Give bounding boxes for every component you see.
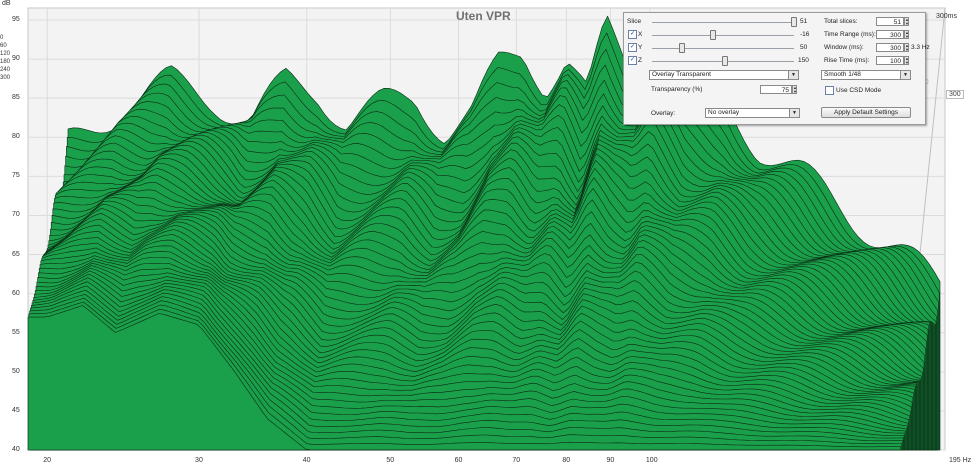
x-tick-label: 30 — [195, 457, 203, 464]
window-frequency: 3.3 Hz — [911, 44, 930, 51]
x-axis-slider-thumb[interactable] — [710, 30, 716, 40]
x-tick-label: 60 — [454, 457, 463, 464]
slice-time-label: 300 — [0, 75, 11, 81]
slice-time-label: 240 — [0, 67, 11, 73]
transparency-input[interactable]: 75 — [760, 85, 792, 94]
slice-time-legend: 0 60 120 180 240 300 — [0, 34, 12, 82]
x-tick-label: 100 — [645, 457, 658, 464]
y-axis-slider-track[interactable] — [652, 48, 794, 49]
slice-time-label: 180 — [0, 59, 11, 65]
smoothing-select[interactable]: Smooth 1/48 ▼ — [821, 70, 911, 80]
x-axis-checkbox[interactable]: ✓ — [628, 30, 637, 39]
y-axis-label: Y — [638, 44, 643, 51]
rise-time-label: Rise Time (ms): — [824, 57, 870, 64]
y-tick-label: 65 — [12, 250, 20, 258]
x-tick-label: 70 — [512, 457, 521, 464]
z-axis-slider-thumb[interactable] — [722, 56, 728, 66]
rise-time-spinner[interactable]: ▲ ▼ — [904, 56, 909, 65]
time-axis-label-boxed: 300 — [946, 90, 964, 99]
slice-label: Slice — [627, 18, 642, 25]
y-tick-label: 50 — [12, 367, 20, 375]
slice-slider-track[interactable] — [652, 22, 794, 23]
chevron-down-icon: ▼ — [788, 71, 798, 79]
waterfall-slices — [27, 15, 941, 451]
x-axis-label: X — [638, 31, 643, 38]
z-axis-label: Z — [638, 57, 642, 64]
y-tick-label: 95 — [12, 16, 20, 23]
y-tick-label: 90 — [12, 55, 20, 63]
overlay-value: No overlay — [708, 109, 740, 116]
transparency-spinner[interactable]: ▲ ▼ — [792, 85, 797, 94]
window-input[interactable]: 300 — [876, 43, 904, 52]
chevron-down-icon: ▼ — [789, 109, 799, 117]
slice-slider-thumb[interactable] — [791, 17, 797, 27]
transparency-label: Transparency (%) — [651, 86, 703, 93]
y-tick-label: 85 — [12, 94, 20, 102]
y-tick-label: 40 — [12, 446, 20, 453]
overlay-label: Overlay: — [651, 110, 676, 117]
y-tick-label: 55 — [12, 328, 20, 336]
time-range-input[interactable]: 300 — [876, 30, 904, 39]
apply-default-settings-button[interactable]: Apply Default Settings — [821, 107, 911, 118]
y-tick-label: 80 — [12, 133, 20, 141]
slice-time-label: 0 — [0, 35, 4, 41]
y-tick-label: 60 — [12, 289, 20, 297]
csd-mode-label: Use CSD Mode — [836, 87, 882, 94]
chart-title: Uten VPR — [456, 9, 511, 23]
y-axis-value: 50 — [800, 44, 808, 51]
waterfall-slice — [27, 305, 901, 451]
y-tick-label: 70 — [12, 211, 20, 219]
y-tick-label: 75 — [12, 172, 20, 180]
y-axis-slider-thumb[interactable] — [679, 43, 685, 53]
time-range-spinner[interactable]: ▲ ▼ — [904, 30, 909, 39]
z-axis-checkbox[interactable]: ✓ — [628, 56, 637, 65]
slice-time-label: 60 — [0, 43, 7, 49]
time-range-label: Time Range (ms): — [824, 31, 876, 38]
overlay-mode-select[interactable]: Overlay Transparent ▼ — [649, 70, 799, 80]
x-axis-value: -16 — [800, 31, 810, 38]
window-spinner[interactable]: ▲ ▼ — [904, 43, 909, 52]
total-slices-label: Total slices: — [824, 18, 858, 25]
x-axis-slider-track[interactable] — [652, 35, 794, 36]
time-axis-label-top: 300ms — [936, 13, 958, 20]
total-slices-spinner[interactable]: ▲ ▼ — [904, 17, 909, 26]
slice-value: 51 — [800, 18, 808, 25]
total-slices-input[interactable]: 51 — [876, 17, 904, 26]
z-axis-value: 150 — [798, 57, 809, 64]
x-tick-label: 90 — [606, 457, 615, 464]
x-tick-label: 40 — [302, 457, 311, 464]
rise-time-input[interactable]: 100 — [876, 56, 904, 65]
y-axis-checkbox[interactable]: ✓ — [628, 43, 637, 52]
y-unit-label: dB — [2, 0, 11, 7]
x-tick-label: 80 — [562, 457, 571, 464]
window-label: Window (ms): — [824, 44, 864, 51]
x-tick-label: 50 — [386, 457, 395, 464]
waterfall-controls-panel: Slice 51 ✓ X -16 ✓ Y 50 ✓ Z 150 Total sl… — [623, 12, 930, 125]
slice-time-label: 120 — [0, 51, 11, 57]
x-tick-label: 20 — [43, 457, 51, 464]
csd-mode-checkbox[interactable] — [825, 86, 834, 95]
overlay-mode-value: Overlay Transparent — [652, 71, 711, 78]
smoothing-value: Smooth 1/48 — [824, 71, 861, 78]
x-tick-label: 195 Hz — [949, 457, 972, 464]
overlay-select[interactable]: No overlay ▼ — [705, 108, 800, 118]
y-tick-label: 45 — [12, 406, 20, 414]
chevron-down-icon: ▼ — [900, 71, 910, 79]
